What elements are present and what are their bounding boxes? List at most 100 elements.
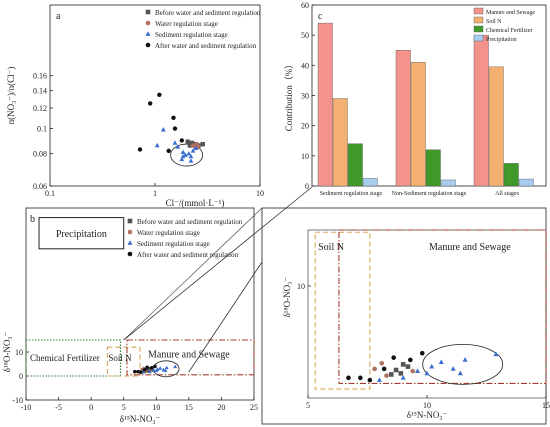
panel-b-point <box>142 367 147 372</box>
panel-c-legend-swatch <box>473 7 484 15</box>
panel-zoom-xtick-label: 5 <box>306 401 310 410</box>
panel-b-ytick-label: 0 <box>19 372 23 381</box>
panel-a-legend-label: Water regulation stage <box>155 20 218 28</box>
panel-b-xtick-label: 0 <box>89 403 93 412</box>
panel-a-point <box>137 147 143 152</box>
panel-zoom-point <box>381 366 387 372</box>
panel-b-region <box>106 346 141 377</box>
panel-b-region-label: Manure and Sewage <box>148 349 230 360</box>
panel-a-highlight-ellipse <box>170 143 204 167</box>
panel-a-point <box>180 149 186 155</box>
panel-c-legend-swatch <box>473 25 484 33</box>
panel-a-point <box>172 140 178 145</box>
panel-a-xtick-label: 1 <box>153 189 157 198</box>
panel-a-legend-marker <box>145 31 151 36</box>
panel-zoom-point <box>367 377 373 383</box>
panel-a-ytick-label: 0.12 <box>33 104 47 113</box>
panel-a-ytick-label: 0.08 <box>33 150 47 159</box>
panel-zoom-point <box>376 377 382 382</box>
panel-a-ytick-label: 0.06 <box>33 182 47 191</box>
panel-a-legend-marker <box>145 9 151 15</box>
panel-b-xtick-label: 25 <box>250 403 258 412</box>
panel-zoom-point <box>358 375 363 381</box>
panel-b-xtick-label: 15 <box>185 403 193 412</box>
panel-zoom-xlabel: δ¹⁵N-NO₃⁻ <box>407 410 448 420</box>
panel-a-ytick-label: 0.1 <box>37 125 47 134</box>
panel-zoom-point <box>424 370 430 376</box>
panel-a-point <box>193 145 199 150</box>
panel-zoom-xtick-label: 15 <box>542 401 550 410</box>
panel-zoom-ytick-label: 10 <box>297 282 305 291</box>
panel-b-ytick-label: -10 <box>12 396 23 405</box>
panel-c-category-label: All stages <box>495 191 519 197</box>
panel-a-xlabel: Cl⁻/(mmol·L⁻¹) <box>166 198 225 208</box>
panel-c-ytick-label: 30 <box>301 92 309 101</box>
panel-zoom-region-label: Soil N <box>318 242 344 253</box>
panel-a: 0.1 1 10 0.06 0.08 0.1 0.12 0.14 0.16 a Cl⁻/(mmol·… <box>6 4 264 208</box>
panel-zoom-point <box>393 367 399 373</box>
panel-b-point <box>164 365 169 370</box>
panel-zoom-point <box>493 351 499 357</box>
panel-a-point <box>189 140 195 146</box>
panel-a-point <box>188 158 194 163</box>
panel-b-point <box>138 370 143 374</box>
panel-a-point <box>147 101 153 106</box>
panel-b-point <box>161 367 166 372</box>
panel-b-legend-label: Sediment regulation stage <box>137 240 210 248</box>
panel-c-ytick-label: 40 <box>301 61 309 70</box>
panel-zoom-point <box>408 357 413 363</box>
panel-c-bar <box>503 163 519 187</box>
panel-a-point <box>160 127 166 132</box>
panel-c-bar <box>440 179 456 187</box>
panel-zoom-point <box>410 368 416 374</box>
panel-c-legend-label: Manure and Sewage <box>486 10 535 16</box>
panel-a-ytick-label: 0.16 <box>33 72 47 81</box>
panel-b-legend-label: After water and sediment regulation <box>137 251 239 259</box>
panel-b-frame <box>25 207 255 401</box>
panel-b-legend-label: Before water and sediment regulation <box>137 218 243 226</box>
panel-b-point <box>173 364 178 369</box>
panel-zoom-highlight-ellipse <box>422 343 504 385</box>
panel-zoom-region-label: Manure and Sewage <box>429 242 511 253</box>
panel-a-legend-marker <box>145 42 151 48</box>
panel-a-point <box>175 144 181 149</box>
panel-zoom-region <box>338 229 547 384</box>
panel-a-legend-marker <box>145 20 151 26</box>
panel-b-region <box>38 217 125 250</box>
panel-c-bar <box>317 22 333 187</box>
panel-c-category-label: Non-Sediment regulation stage <box>392 191 467 197</box>
panel-a-point <box>187 143 193 148</box>
panel-zoom-point <box>379 360 385 366</box>
panel-zoom-region <box>314 231 371 390</box>
panel-c-bar <box>425 149 441 187</box>
panel-c-ytick-label: 60 <box>301 1 309 10</box>
panel-c-bar <box>518 178 534 187</box>
panel-zoom-point <box>384 373 389 378</box>
panel-c-ytick-label: 20 <box>301 122 309 131</box>
panel-zoom-point <box>457 370 463 376</box>
panel-b-point <box>149 366 154 370</box>
panel-b-xtick-label: -10 <box>21 403 32 412</box>
panel-c-legend-swatch <box>473 34 484 42</box>
panel-c-bar <box>332 98 348 187</box>
panel-b-point <box>132 369 137 374</box>
panel-b-point <box>145 365 149 370</box>
panel-b-legend-marker <box>127 251 133 257</box>
panel-zoom-point <box>419 350 425 356</box>
panel-a-point <box>172 126 178 131</box>
panel-a-point <box>190 143 196 148</box>
panel-zoom-point <box>462 357 468 362</box>
panel-b-xlabel: δ¹⁵N-NO₃⁻ <box>120 414 161 424</box>
panel-b-legend-marker <box>127 229 133 235</box>
panel-b-ytick-label: 10 <box>15 348 23 357</box>
panel-c-bar <box>395 50 411 187</box>
panel-b-region-label: Chemical Fertilizer <box>30 353 100 363</box>
panel-b-point <box>147 367 152 371</box>
panel-a-point <box>200 142 205 147</box>
panel-a-legend-label: Before water and sediment regulation <box>155 9 261 17</box>
panel-c-label: c <box>318 11 323 22</box>
panel-c-bar <box>473 34 489 187</box>
panel-a-point <box>166 148 171 154</box>
panel-zoom-point <box>389 372 394 377</box>
panel-c-ytick-label: 10 <box>301 152 309 161</box>
